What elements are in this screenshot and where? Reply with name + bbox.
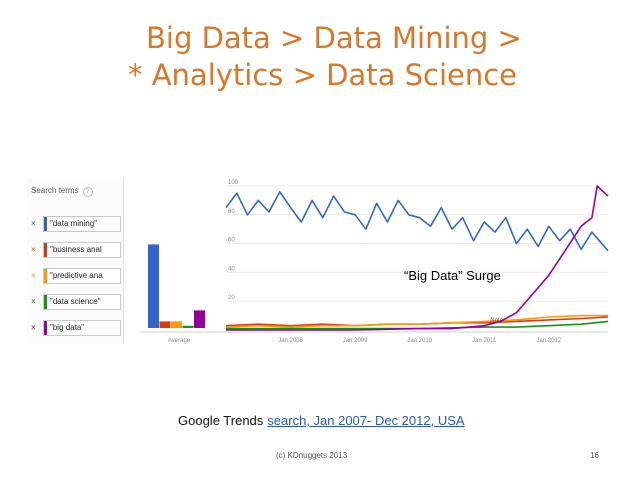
term-input-predictive-analytics[interactable]: "predictive ana <box>43 268 121 284</box>
caption-link[interactable]: search, Jan 2007- Dec 2012, USA <box>267 413 465 428</box>
caption-text: Google Trends <box>178 413 264 428</box>
x-tick-label: Jan 2012 <box>536 338 561 344</box>
term-input-business-analytics[interactable]: "business anal <box>43 242 121 258</box>
average-bar <box>171 321 182 328</box>
average-label: Average <box>168 338 191 344</box>
series-line <box>225 191 609 252</box>
y-tick-label: 60 <box>228 238 235 244</box>
search-terms-header: Search terms ? <box>31 186 93 197</box>
term-input-data-mining[interactable]: "data mining" <box>43 216 121 232</box>
term-row-data-science: × "data science" <box>31 294 121 310</box>
average-bar <box>182 325 194 328</box>
copyright-footer: (c) KDnuggets 2013 <box>276 451 348 460</box>
remove-term-icon[interactable]: × <box>31 297 36 306</box>
x-tick-label: Jan 2008 <box>278 338 303 344</box>
y-tick-label: 20 <box>228 295 235 301</box>
term-label: "big data" <box>50 323 85 332</box>
series-color-swatch <box>44 217 47 231</box>
term-row-predictive-analytics: × "predictive ana <box>31 268 121 284</box>
title-line-2: * Analytics > Data Science <box>128 58 518 92</box>
search-terms-heading: Search terms <box>31 186 79 195</box>
series-line <box>226 320 609 330</box>
x-tick-label: Jan 2010 <box>407 338 432 344</box>
term-row-data-mining: × "data mining" <box>31 216 121 232</box>
search-terms-panel: Search terms ? × "data mining" × "busine… <box>27 178 124 344</box>
big-data-surge-annotation: “Big Data” Surge <box>404 268 501 283</box>
series-color-swatch <box>44 243 47 257</box>
help-icon[interactable]: ? <box>82 187 93 197</box>
term-label: "data science" <box>50 297 101 306</box>
term-row-business-analytics: × "business anal <box>31 242 121 258</box>
series-line <box>225 314 608 328</box>
y-tick-label: 80 <box>228 209 235 215</box>
x-tick-label: Jan 2011 <box>472 338 497 344</box>
x-tick-label: Jan 2009 <box>343 338 368 344</box>
slide-number: 16 <box>590 451 599 460</box>
series-color-swatch <box>44 269 47 283</box>
y-tick-label: 100 <box>228 180 239 186</box>
term-label: "predictive ana <box>50 271 103 280</box>
term-label: "business anal <box>50 245 102 254</box>
average-bar <box>194 310 205 328</box>
term-input-big-data[interactable]: "big data" <box>43 320 121 336</box>
remove-term-icon[interactable]: × <box>31 245 36 254</box>
title-line-1: Big Data > Data Mining > <box>146 21 522 55</box>
caption: Google Trends search, Jan 2007- Dec 2012,… <box>178 413 465 428</box>
remove-term-icon[interactable]: × <box>31 323 36 332</box>
remove-term-icon[interactable]: × <box>31 219 36 228</box>
term-row-big-data: × "big data" <box>31 320 121 336</box>
note-label: Note <box>490 318 503 324</box>
series-color-swatch <box>44 321 47 335</box>
series-color-swatch <box>44 295 47 309</box>
y-tick-label: 40 <box>228 266 235 272</box>
average-bar <box>148 244 159 328</box>
average-bar <box>159 321 171 328</box>
slide-title: Big Data > Data Mining > * Analytics > D… <box>128 20 548 94</box>
series-line <box>226 185 609 331</box>
remove-term-icon[interactable]: × <box>31 271 36 280</box>
term-label: "data mining" <box>50 219 98 228</box>
term-input-data-science[interactable]: "data science" <box>43 294 121 310</box>
